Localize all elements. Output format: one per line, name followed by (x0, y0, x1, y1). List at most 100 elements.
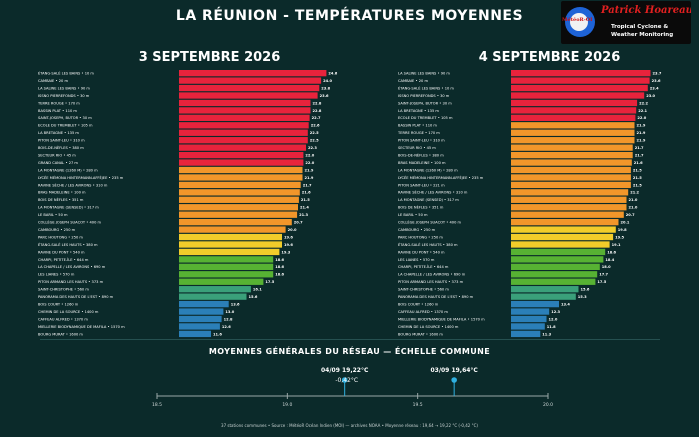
bar-value-label: 11.8 (547, 325, 556, 329)
temperature-bar (179, 256, 274, 263)
bar-value-label: 19.6 (284, 235, 293, 239)
temperature-bar (511, 166, 631, 174)
station-label: ISSNO PIERREFONDS • 30 m (398, 94, 450, 98)
station-label: RAVINE SÈCHE / LES AVIRONS • 310 m (398, 190, 468, 195)
station-label: BASSIN PLAT • 110 m (398, 124, 437, 128)
station-label: BOIS COURT • 1260 m (398, 302, 439, 306)
temperature-bar (179, 137, 308, 144)
station-label: LES LIANES • 570 m (398, 258, 435, 262)
temperature-bar (179, 204, 298, 211)
temperature-bar (179, 84, 320, 92)
temperature-bar (179, 114, 310, 121)
station-label: COLLÈGE JOSEPH SUACOT • 400 m (38, 220, 102, 225)
station-label: LA MONTAGNE (SENSED) • 317 m (398, 198, 459, 202)
logo-disc-icon (570, 13, 588, 31)
average-delta: -0,42°C (335, 377, 358, 384)
bar-value-label: 21.5 (633, 176, 642, 180)
bar-value-label: 21.0 (629, 198, 638, 202)
temperature-bar (511, 196, 627, 203)
temperature-bar (511, 92, 645, 99)
bar-value-label: 21.0 (629, 206, 638, 210)
station-label: SAINT-JOSEPH, BUTOR • 30 m (398, 101, 452, 105)
page-title: LA RÉUNION - TEMPÉRATURES MOYENNES (175, 8, 524, 24)
bar-value-label: 12.8 (224, 317, 233, 321)
station-label: BOURG MURAT • 1600 m (38, 332, 83, 336)
station-label: SAINT-JOSEPH, BUTOR • 30 m (38, 116, 92, 120)
bar-value-label: 23.7 (653, 72, 662, 76)
bar-value-label: 21.4 (300, 206, 309, 210)
temperature-bar (179, 99, 311, 107)
temperature-bar (179, 70, 327, 77)
station-label: COLLÈGE JOSEPH SUACOT • 400 m (398, 220, 462, 225)
station-label: ECOLE DU TREMBLET • 105 m (38, 124, 93, 128)
station-label: LA CHAPELLE / LES AVIRONS • 690 m (398, 273, 466, 277)
station-label: CHEMIN DE LA SOURCE • 1400 m (398, 325, 459, 329)
temperature-bar (511, 219, 619, 226)
bar-value-label: 21.5 (301, 198, 310, 202)
temperature-bar (179, 330, 211, 338)
station-label: PANORAMA DES HAUTS DE L'EST • 890 m (38, 295, 114, 299)
station-label: ECOLE DU TREMBLET • 105 m (398, 116, 453, 120)
bar-value-label: 18.6 (275, 265, 284, 269)
bar-value-label: 22.7 (312, 116, 321, 120)
station-label: LE BARIL • 50 m (398, 213, 428, 217)
temperature-bar (511, 99, 638, 107)
temperature-bar (179, 226, 286, 233)
station-label: ÉTANG-SALÉ LES BAINS • 10 m (38, 71, 94, 76)
temperature-bar (179, 77, 322, 84)
bar-value-label: 21.5 (633, 183, 642, 187)
station-label: RAVINE DU PONT • 540 m (38, 250, 85, 254)
bar-value-label: 22.6 (311, 124, 320, 128)
brand-logo: MétéoR-OI Patrick Hoareau Tropical Cyclo… (561, 1, 691, 44)
temperature-bar (179, 159, 304, 166)
station-label: MIELLERIE BIODYNAMIQUE DE MAFILA • 1570 … (38, 325, 125, 329)
bar-value-label: 21.9 (305, 176, 314, 180)
station-label: BOIS-DE-NÈFLES • 380 m (38, 145, 84, 150)
bar-value-label: 21.7 (635, 153, 644, 157)
bar-value-label: 21.2 (630, 191, 639, 195)
scale-tick-label: 20.0 (543, 402, 553, 408)
temperature-bar (179, 122, 309, 129)
station-label: BOIS DE NÈFLES • 351 m (398, 205, 444, 210)
temperature-bar (511, 233, 614, 241)
bar-value-label: 23.6 (320, 94, 329, 98)
station-label: LA MONTAGNE (1260 M) • 280 m (38, 168, 98, 172)
bar-value-label: 18.6 (275, 258, 284, 262)
temperature-bar (511, 300, 559, 308)
logo-name: Patrick Hoareau (601, 5, 691, 16)
temperature-bar (179, 263, 274, 270)
station-label: TERRE ROUGE • 170 m (37, 101, 80, 105)
bar-value-label: 22.8 (313, 101, 322, 105)
bar-value-label: 20.0 (288, 228, 297, 232)
temperature-bar (179, 286, 251, 293)
station-label: BRAS MADELEINE • 100 m (38, 191, 86, 195)
station-label: LA CHAPELLE / LES AVIRONS • 690 m (38, 265, 106, 269)
station-label: BASSIN PLAT • 110 m (38, 109, 77, 113)
station-label: CAMBOURG • 250 m (398, 228, 436, 232)
bar-value-label: 21.9 (637, 139, 646, 143)
temperature-bar (179, 92, 318, 99)
bar-value-label: 22.0 (305, 161, 314, 165)
chart-title-day2: 4 SEPTEMBRE 2026 (478, 50, 621, 65)
station-label: LA SALINE LES BAINS • 90 m (38, 86, 90, 90)
station-label: CAMBAIE • 20 m (398, 79, 428, 83)
station-label: ÉTANG-SALÉ LES HAUTS • 380 m (398, 242, 458, 247)
logo-subtitle-line1: Tropical Cyclone & (611, 24, 669, 30)
bar-value-label: 17.5 (265, 280, 274, 284)
station-label: CHARPI, PETITE-ÎLE • 644 m (398, 264, 449, 269)
bar-value-label: 13.0 (225, 310, 234, 314)
section-divider (40, 339, 660, 340)
chart-title-day1: 3 SEPTEMBRE 2026 (138, 50, 281, 65)
temperature-bar (179, 107, 311, 114)
temperature-bar (511, 248, 606, 256)
station-label: CHEMIN DE LA SOURCE • 1400 m (38, 310, 99, 314)
bar-value-label: 22.8 (313, 109, 322, 113)
temperature-bar (511, 263, 600, 270)
bar-value-label: 17.7 (599, 273, 608, 277)
bar-value-label: 19.1 (612, 243, 621, 247)
bar-value-label: 22.5 (310, 139, 319, 143)
bar-value-label: 19.8 (618, 228, 627, 232)
station-label: PITON ARMAND LES HAUTS • 373 m (38, 280, 104, 284)
temperature-bar (179, 323, 220, 330)
temperature-bar (179, 189, 300, 196)
